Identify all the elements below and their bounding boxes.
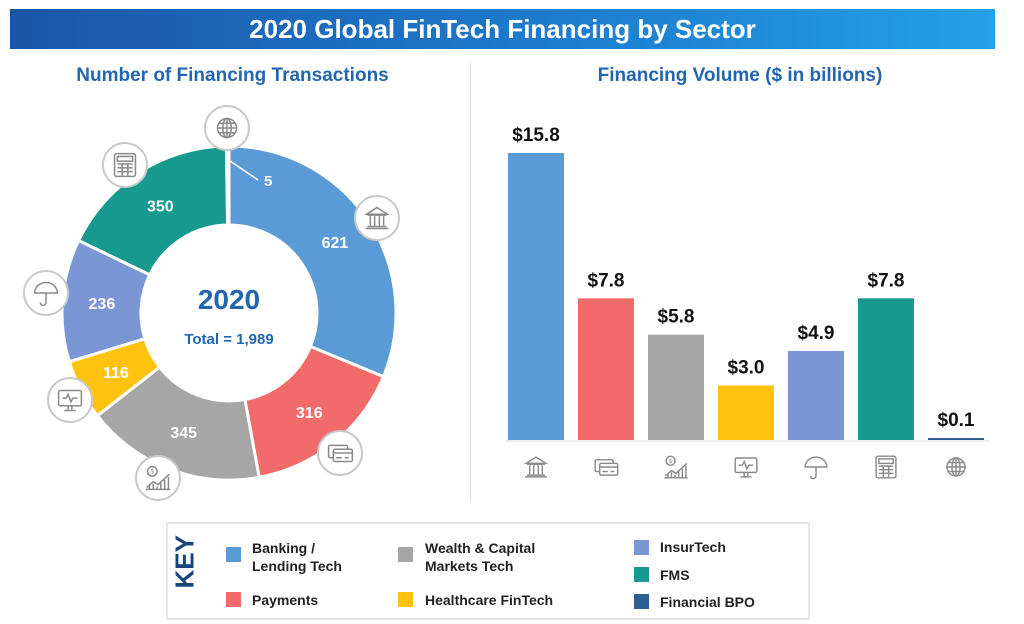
legend-item-banking: Banking / Lending Tech — [252, 539, 342, 575]
donut-icon-bubble-wealth: $ — [135, 455, 181, 501]
healthcare-monitor-icon — [57, 389, 83, 412]
svg-text:$: $ — [150, 468, 154, 476]
bar-chart-title: Financing Volume ($ in billions) — [597, 65, 883, 86]
bar-insurtech — [788, 350, 844, 440]
bar-value-label-bpo: $0.1 — [938, 410, 975, 431]
donut-leader-bpo — [227, 158, 259, 181]
bar-banking — [508, 153, 564, 440]
donut-icon-ring-banking — [354, 195, 400, 241]
legend-swatch-fms — [634, 567, 649, 582]
wealth-chart-icon: $ — [145, 465, 171, 491]
bar-bpo — [928, 438, 984, 440]
bar-value-label-banking: $15.8 — [512, 125, 560, 146]
donut-label-wealth: 345 — [170, 425, 197, 442]
donut-label-healthcare: 116 — [103, 365, 129, 382]
svg-text:$: $ — [669, 458, 673, 465]
legend-item-healthcare: Healthcare FinTech — [425, 592, 554, 608]
legend-swatch-banking — [226, 547, 241, 562]
legend-box — [166, 522, 810, 620]
legend-item-payments: Payments — [252, 592, 319, 608]
bar-value-label-fms: $7.8 — [868, 270, 905, 291]
legend-swatch-healthcare — [398, 592, 413, 607]
donut-label-fms: 350 — [147, 199, 174, 216]
legend-item-insurtech: InsurTech — [660, 539, 726, 555]
key-label: KEY — [169, 535, 200, 589]
donut-icon-bubble-banking — [354, 195, 400, 241]
donut-slice-bpo — [224, 144, 231, 227]
bar-chart: $15.8 $7.8 $5.8 $ $3.0 $4.9 $7.8 $0.1 — [505, 125, 990, 480]
donut-icon-bubble-payments — [317, 430, 363, 476]
bar-value-label-wealth: $5.8 — [658, 307, 695, 328]
legend-swatch-bpo — [634, 594, 649, 609]
legend-label-wealth-line1: Wealth & Capital — [425, 540, 536, 556]
calculator-icon — [113, 152, 137, 178]
bar-payments — [578, 298, 634, 440]
chart-title-banner: 2020 Global FinTech Financing by Sector — [10, 9, 995, 49]
legend-swatch-wealth — [398, 547, 413, 562]
donut-icon-bubble-healthcare — [47, 377, 93, 423]
credit-cards-icon — [327, 444, 354, 463]
bar-axis-credit-cards-icon — [594, 459, 619, 476]
donut-chart: 621 316 345 116 236 350 5 2020 Total = 1,989 $ — [23, 105, 400, 501]
legend-label-banking-line1: Banking / — [252, 540, 316, 556]
legend-swatch-insurtech — [634, 540, 649, 555]
legend-swatch-payments — [226, 592, 241, 607]
bar-axis-wealth-chart-icon: $ — [664, 455, 688, 479]
legend-item-fms: FMS — [660, 567, 690, 583]
bar-axis-calculator-icon — [875, 455, 897, 479]
bar-value-label-healthcare: $3.0 — [728, 358, 765, 379]
bar-fms — [858, 298, 914, 440]
umbrella-icon — [33, 281, 59, 307]
bank-icon — [363, 206, 391, 230]
panel-divider — [470, 62, 471, 502]
donut-icon-bubble-fms — [102, 142, 148, 188]
donut-icon-ring-fms — [102, 142, 148, 188]
bar-value-label-payments: $7.8 — [588, 270, 625, 291]
donut-chart-title: Number of Financing Transactions — [76, 65, 389, 86]
legend-label-wealth-line2: Markets Tech — [425, 558, 514, 574]
legend-item-wealth: Wealth & Capital Markets Tech — [425, 539, 535, 575]
donut-icon-bubble-bpo — [204, 105, 250, 151]
bar-axis-bank-icon — [523, 456, 549, 478]
donut-label-banking: 621 — [322, 235, 349, 252]
donut-icon-bubble-insurtech — [23, 270, 69, 316]
donut-label-bpo: 5 — [264, 173, 272, 190]
donut-icon-ring-wealth — [135, 455, 181, 501]
donut-center-year: 2020 — [198, 284, 260, 315]
donut-label-payments: 316 — [296, 405, 323, 422]
legend-item-bpo: Financial BPO — [660, 594, 755, 610]
bar-axis-globe-icon — [946, 457, 966, 477]
donut-label-insurtech: 236 — [89, 296, 116, 313]
bar-axis-umbrella-icon — [804, 456, 828, 480]
globe-icon — [216, 117, 238, 139]
bar-healthcare — [718, 385, 774, 440]
bar-axis-healthcare-monitor-icon — [734, 457, 758, 478]
donut-slice-banking — [227, 144, 398, 379]
bar-wealth — [648, 334, 704, 440]
bar-value-label-insurtech: $4.9 — [798, 323, 835, 344]
legend-label-banking-line2: Lending Tech — [252, 558, 342, 574]
donut-center-total: Total = 1,989 — [184, 331, 273, 348]
